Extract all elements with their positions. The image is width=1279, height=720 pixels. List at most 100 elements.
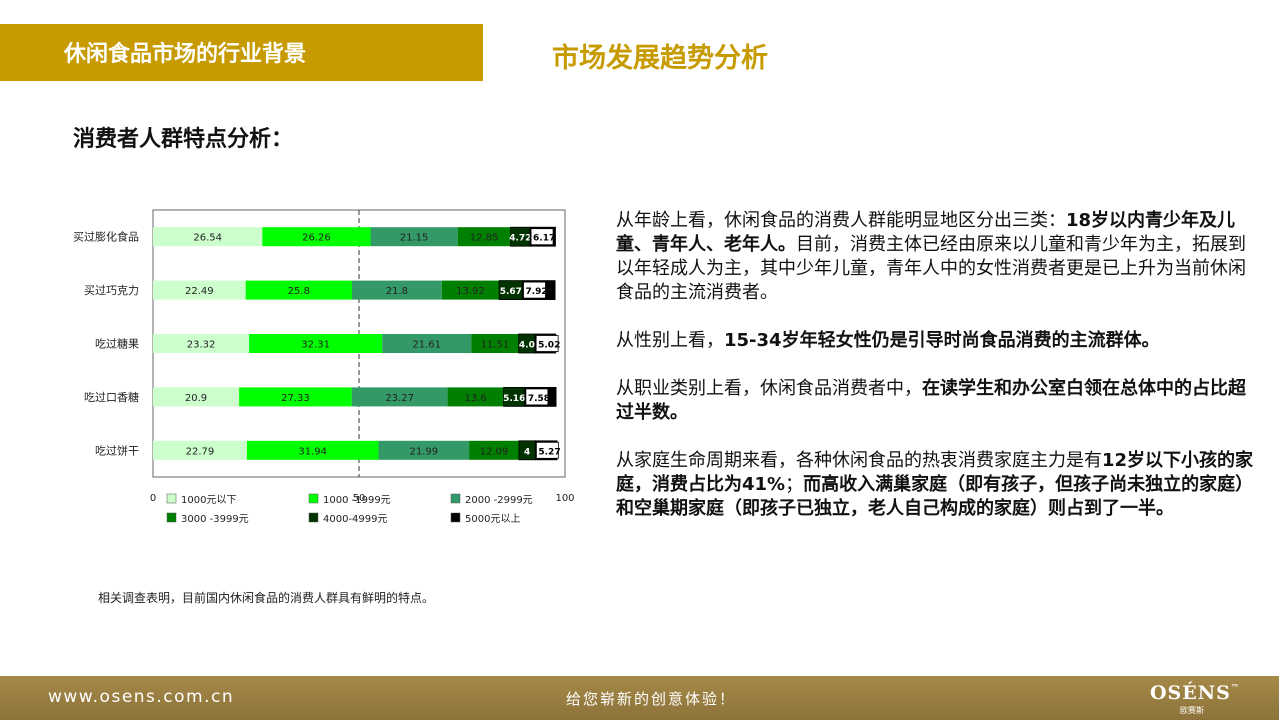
value-label: 4.0: [519, 341, 535, 351]
emphasis-text: 而高收入满巢家庭（即有孩子，但孩子尚未独立的家庭）和空巢期家庭（即孩子已独立，老…: [616, 474, 1254, 519]
header-bar: [0, 24, 483, 81]
bar-segment: [153, 227, 263, 247]
body-text: 从性别上看，: [616, 330, 724, 351]
category-label: 买过膨化食品: [73, 230, 139, 244]
value-label: 26.54: [193, 233, 222, 244]
category-label: 吃过口香糖: [84, 390, 139, 404]
value-label: 21.99: [409, 446, 438, 457]
bar-segment: [262, 227, 371, 247]
value-label: 5.02: [538, 341, 560, 351]
bar-segment: [153, 440, 247, 460]
analysis-text: 从年龄上看，休闲食品的消费人群能明显地区分出三类：18岁以内青少年及儿童、青年人…: [616, 209, 1256, 545]
bar-segment: [441, 280, 500, 300]
value-label: 6.17: [533, 234, 555, 244]
section-title: 市场发展趋势分析: [552, 43, 768, 74]
value-label: 12.85: [470, 233, 499, 244]
category-label: 吃过糖果: [95, 337, 139, 351]
emphasis-text: 18岁以内青少年及儿童、青年人、老年人。: [616, 210, 1236, 255]
value-label: 22.79: [186, 446, 215, 457]
value-label: 21.8: [386, 286, 408, 297]
footer-bar: [0, 676, 1279, 720]
value-label: 5.67: [500, 287, 522, 297]
analysis-paragraph: 从年龄上看，休闲食品的消费人群能明显地区分出三类：18岁以内青少年及儿童、青年人…: [616, 209, 1256, 305]
value-label: 7.58: [528, 394, 550, 404]
value-label: 4: [524, 447, 530, 457]
x-tick-label: 100: [555, 493, 574, 504]
emphasis-text: 在读学生和办公室白领在总体中的占比超过半数。: [616, 378, 1246, 423]
value-label: 13.92: [456, 286, 485, 297]
body-text: 从年龄上看，休闲食品的消费人群能明显地区分出三类：: [616, 210, 1066, 231]
value-label: 31.94: [298, 446, 327, 457]
value-label: 21.15: [400, 233, 429, 244]
subheading: 消费者人群特点分析：: [73, 127, 294, 152]
body-text: 从家庭生命周期来看，各种休闲食品的热衷消费家庭主力是有: [616, 450, 1102, 471]
value-label: 13.6: [464, 393, 486, 404]
legend-swatch: [308, 512, 319, 523]
bar-segment: [378, 440, 470, 460]
category-label: 吃过饼干: [95, 443, 139, 457]
footer-slogan: 给您崭新的创意体验！: [566, 690, 737, 708]
bar-segment: [351, 280, 442, 300]
value-label: 32.31: [301, 340, 330, 351]
value-label: 23.27: [385, 393, 414, 404]
header-title: 休闲食品市场的行业背景: [64, 42, 307, 67]
value-label: 25.8: [288, 286, 310, 297]
value-label: 5.27: [538, 447, 560, 457]
bar-segment: [246, 440, 379, 460]
bar-segment: [471, 334, 519, 353]
analysis-paragraph: 从职业类别上看，休闲食品消费者中，在读学生和办公室白领在总体中的占比超过半数。: [616, 377, 1256, 425]
bar-segment: [245, 280, 352, 300]
legend-swatch: [450, 493, 461, 504]
value-label: 26.26: [302, 233, 331, 244]
bar-segment: [153, 334, 250, 353]
legend-swatch: [166, 512, 177, 523]
value-label: 12.09: [480, 446, 509, 457]
bar-segment: [457, 227, 511, 247]
value-label: 4.72: [509, 234, 531, 244]
body-text: 从职业类别上看，休闲食品消费者中，: [616, 378, 922, 399]
value-label-box: [535, 335, 559, 352]
emphasis-text: 12岁以下小孩的家庭，消费占比为41%: [616, 450, 1254, 495]
bar-segment: [153, 387, 240, 407]
value-label: 23.32: [187, 340, 216, 351]
bar-segment: [351, 387, 448, 407]
chart-svg: 买过膨化食品 26.54 26.26 21.15 12.85 4.72 6.17 买过巧克力 2…: [73, 209, 575, 525]
legend-label: 2000 -2999元: [465, 495, 533, 506]
legend-label: 3000 -3999元: [181, 514, 249, 525]
legend-label: 5000元以上: [465, 513, 520, 525]
body-text: ；: [785, 474, 804, 495]
bar-segment: [469, 440, 519, 460]
value-label: 20.9: [185, 393, 207, 404]
legend-label: 1000元以下: [181, 495, 236, 506]
value-label: 11.51: [481, 340, 510, 351]
value-label: 5.16: [503, 394, 525, 404]
stacked-bar-chart: 买过膨化食品 26.54 26.26 21.15 12.85 4.72 6.17 买过巧克力 2…: [60, 200, 600, 560]
value-label: 7.92: [525, 287, 547, 297]
bar-segment: [370, 227, 458, 247]
emphasis-text: 15-34岁年轻女性仍是引导时尚食品消费的主流群体。: [724, 330, 1160, 351]
bar-segment: [239, 387, 352, 407]
bar-segment: [447, 387, 504, 407]
legend-swatch: [308, 493, 319, 504]
value-label: 27.33: [281, 393, 310, 404]
value-label: 21.61: [412, 340, 441, 351]
analysis-paragraph: 从家庭生命周期来看，各种休闲食品的热衷消费家庭主力是有12岁以下小孩的家庭，消费…: [616, 449, 1256, 521]
bar-segment: [153, 280, 246, 300]
x-tick-label: 50: [353, 493, 366, 504]
legend-label: 4000-4999元: [323, 514, 388, 525]
legend-label: 1000 -1999元: [323, 495, 391, 506]
value-label-box: [530, 228, 554, 246]
body-text: 目前，消费主体已经由原来以儿童和青少年为主，拓展到以年轻成人为主，其中少年儿童，…: [616, 234, 1246, 303]
category-label: 买过巧克力: [84, 284, 139, 297]
analysis-paragraph: 从性别上看，15-34岁年轻女性仍是引导时尚食品消费的主流群体。: [616, 329, 1256, 353]
value-label-box: [535, 441, 559, 459]
footer-logo-sub: 欧赛斯: [1180, 706, 1204, 715]
legend-swatch: [166, 493, 177, 504]
bar-segment: [249, 334, 383, 353]
legend-swatch: [450, 512, 461, 523]
value-label-box: [525, 388, 549, 406]
footer-url[interactable]: www.osens.com.cn: [48, 687, 235, 707]
footer-logo: OSÉNS™: [1150, 682, 1240, 704]
x-tick-label: 0: [150, 493, 156, 504]
value-label: 22.49: [185, 286, 214, 297]
